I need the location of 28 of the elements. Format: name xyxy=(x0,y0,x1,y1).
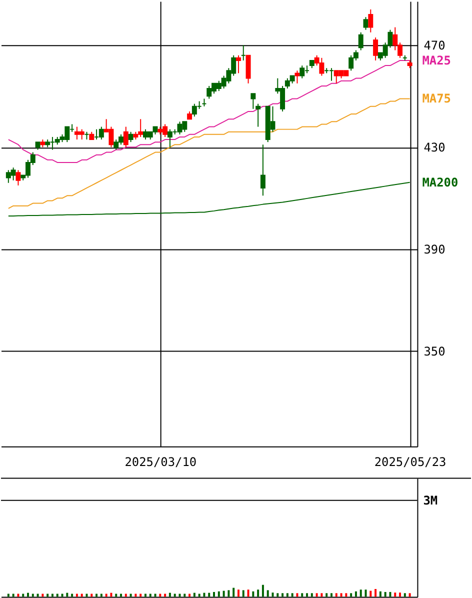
series-label: MA200 xyxy=(422,175,458,190)
candlestick xyxy=(250,93,256,110)
y-tick-label: 390 xyxy=(424,242,446,257)
candlestick xyxy=(256,103,261,128)
y-tick-label: 350 xyxy=(424,344,446,359)
line-series xyxy=(8,60,410,163)
candlestick xyxy=(128,131,134,143)
candlestick xyxy=(358,32,364,51)
candlestick xyxy=(300,65,305,79)
y-tick-label: 470 xyxy=(424,38,446,53)
candlestick xyxy=(260,144,266,196)
candlestick xyxy=(98,126,104,140)
series-label: MA25 xyxy=(422,53,451,68)
candlestick xyxy=(246,54,251,84)
line-series xyxy=(8,182,410,217)
candlestick xyxy=(236,54,241,74)
candlestick xyxy=(16,170,21,186)
candlestick xyxy=(368,8,374,33)
series-label: MA75 xyxy=(422,92,451,106)
ref-line-label: 3M xyxy=(423,493,438,508)
candlestick xyxy=(373,36,378,61)
y-tick-label: 430 xyxy=(424,140,446,155)
x-tick-label: 2025/05/23 xyxy=(374,454,446,469)
candlestick xyxy=(363,16,368,30)
x-tick-label: 2025/03/10 xyxy=(124,454,197,469)
candlestick xyxy=(123,126,128,148)
candlestick xyxy=(294,70,300,84)
line-series xyxy=(8,98,410,209)
